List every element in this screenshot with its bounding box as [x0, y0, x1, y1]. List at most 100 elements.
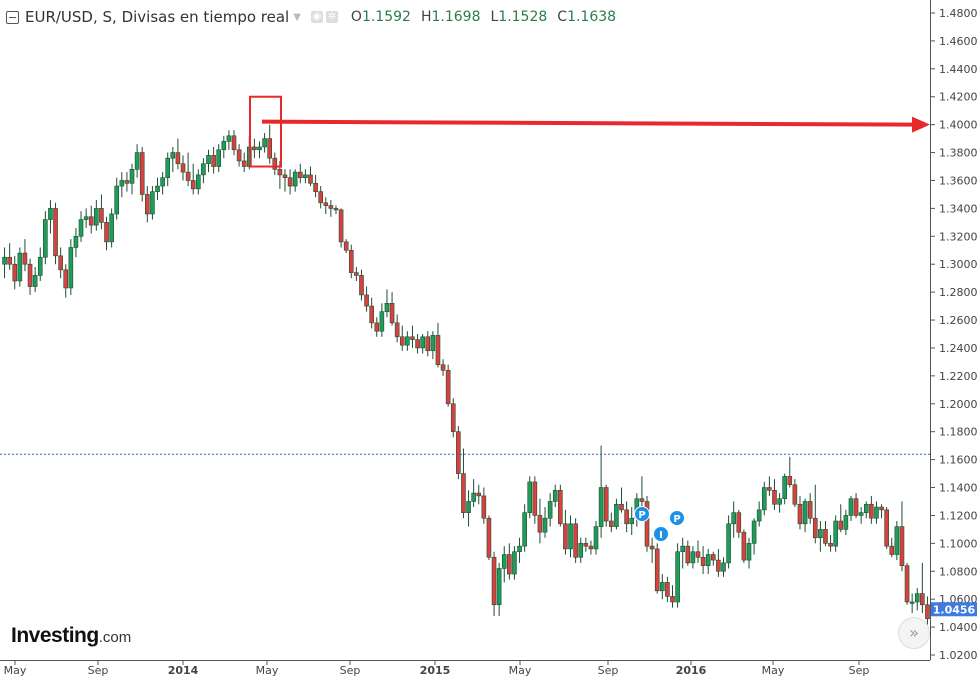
candle: [629, 507, 635, 535]
candle-body-up: [843, 515, 849, 530]
candle: [435, 322, 441, 368]
y-tick-label: 1.0800: [939, 565, 977, 578]
candle: [466, 490, 471, 527]
candle-body-up: [43, 219, 48, 258]
candle: [374, 317, 380, 337]
candle: [660, 574, 665, 600]
candle-body-down: [12, 263, 18, 282]
candle: [792, 479, 798, 508]
candle-body-down: [899, 526, 905, 566]
scroll-to-latest-button[interactable]: »: [898, 617, 930, 649]
candle: [583, 537, 589, 552]
candle-body-up: [379, 311, 385, 332]
candle-body-up: [496, 568, 502, 606]
candle: [649, 537, 655, 563]
candle-body-down: [333, 208, 339, 211]
candle-body-up: [170, 152, 176, 159]
candle-body-down: [797, 503, 803, 525]
dropdown-caret-icon[interactable]: ▼: [293, 11, 301, 23]
close-value: 1.1638: [567, 9, 617, 25]
candle-body-down: [481, 495, 487, 519]
candle-body-down: [236, 149, 242, 162]
candle: [287, 169, 293, 195]
candle: [542, 507, 548, 538]
candle: [201, 158, 206, 184]
eye-icon[interactable]: ◉: [310, 11, 323, 23]
candle-body-down: [374, 322, 380, 332]
marker-label: I: [659, 530, 663, 541]
annotation-highlight-box[interactable]: [249, 95, 282, 168]
candle-body-down: [603, 487, 609, 522]
candle-body-up: [119, 180, 125, 187]
collapse-icon[interactable]: [6, 10, 19, 24]
event-marker-p[interactable]: P: [669, 510, 685, 526]
x-axis[interactable]: May Sep 2014 May Sep 2015 May Sep 2016 May Sep: [4, 660, 870, 676]
candle: [323, 197, 329, 214]
candle-body-down: [389, 302, 395, 324]
y-tick-label: 1.4600: [939, 35, 977, 48]
candle-body-up: [527, 481, 533, 513]
y-tick-label: 1.1200: [939, 509, 977, 522]
candle: [48, 200, 53, 234]
candle-body-up: [68, 247, 74, 289]
candle-body-down: [282, 174, 288, 178]
candle: [537, 498, 543, 544]
event-marker-i[interactable]: I: [653, 526, 669, 542]
candle-body-up: [257, 146, 262, 151]
candle-body-down: [588, 545, 594, 550]
candle-body-down: [639, 498, 645, 502]
y-tick-label: 1.4200: [939, 91, 977, 104]
candle-body-up: [675, 551, 680, 603]
y-tick-label: 1.2400: [939, 342, 977, 355]
candle-body-up: [690, 551, 696, 564]
candle: [297, 163, 303, 184]
candle: [670, 585, 675, 608]
candle-body-up: [37, 256, 43, 276]
candle-body-down: [823, 529, 828, 544]
candle: [879, 504, 884, 519]
open-value: 1.1592: [361, 9, 411, 25]
candle-body-up: [94, 208, 99, 226]
candle: [267, 124, 272, 164]
annotation-arrow[interactable]: [261, 119, 916, 127]
candle: [751, 518, 757, 555]
candle-body-down: [869, 503, 874, 519]
y-tick-label: 1.2000: [939, 398, 977, 411]
x-tick-label: May: [256, 664, 279, 676]
candle-body-down: [323, 202, 329, 206]
logo-suffix: .com: [98, 629, 132, 646]
candle-body-up: [160, 177, 165, 187]
candle: [185, 152, 191, 187]
symbol-title[interactable]: EUR/USD, S, Divisas en tiempo real: [25, 8, 290, 26]
candle-body-down: [415, 339, 420, 349]
candle-body-up: [262, 138, 267, 148]
y-axis[interactable]: 1.4800 1.4600 1.4400 1.4200 1.4000 1.3800 1.36…: [930, 7, 977, 662]
event-marker-p[interactable]: P: [634, 506, 650, 522]
ohlc-open: O1.1592: [351, 9, 411, 25]
candle-body-up: [32, 275, 38, 287]
candle-body-down: [272, 157, 278, 170]
candle-body-up: [48, 208, 53, 220]
candle: [675, 543, 680, 608]
candle: [807, 493, 813, 524]
candle-body-up: [201, 163, 206, 176]
candle-body-up: [894, 526, 900, 555]
candle-body-down: [99, 208, 104, 223]
candle-body-down: [308, 174, 313, 184]
high-key: H: [420, 9, 432, 25]
candle-body-down: [665, 582, 670, 597]
y-tick-label: 1.2800: [939, 286, 977, 299]
candle: [767, 476, 772, 496]
gear-icon[interactable]: ✲: [325, 11, 338, 23]
candle: [726, 515, 731, 569]
candle: [303, 169, 308, 184]
candle: [165, 152, 171, 187]
current-price-label: 1.0456: [933, 603, 976, 616]
candle-body-up: [629, 517, 635, 525]
candle: [318, 186, 323, 209]
candle-body-up: [150, 191, 155, 215]
candle-body-up: [848, 498, 854, 516]
candle-body-up: [874, 506, 879, 519]
candle: [440, 359, 446, 376]
